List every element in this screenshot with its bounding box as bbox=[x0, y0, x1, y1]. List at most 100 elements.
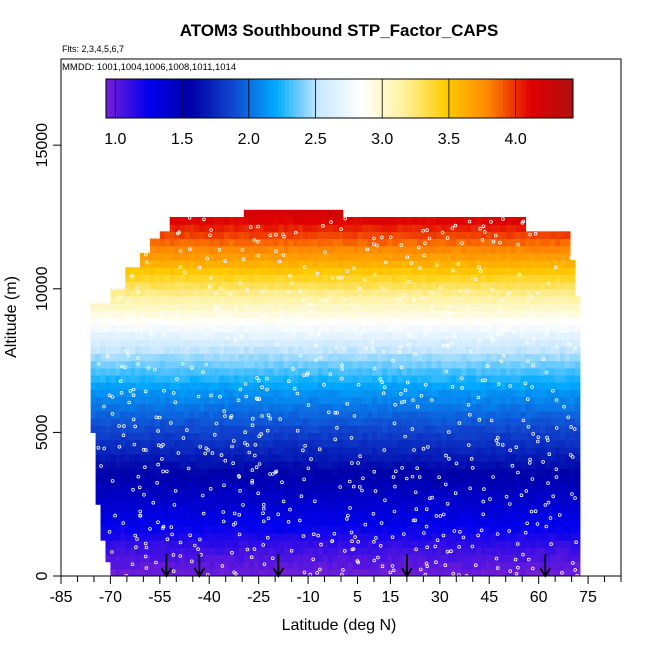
heatmap-cell bbox=[125, 518, 131, 527]
heatmap-cell bbox=[510, 468, 517, 477]
heatmap-cell bbox=[461, 561, 467, 570]
heatmap-cell bbox=[362, 396, 368, 405]
heatmap-cell bbox=[298, 461, 304, 469]
sample-point bbox=[356, 382, 361, 387]
heatmap-cell bbox=[337, 267, 344, 276]
sample-point bbox=[504, 494, 509, 499]
heatmap-cell bbox=[130, 554, 136, 563]
heatmap-cell bbox=[233, 511, 240, 520]
heatmap-cell bbox=[303, 339, 309, 347]
heatmap-cell bbox=[224, 231, 230, 240]
heatmap-cell bbox=[416, 425, 423, 433]
heatmap-cell bbox=[446, 511, 452, 520]
heatmap-cell bbox=[199, 410, 205, 419]
heatmap-cell bbox=[535, 425, 541, 433]
heatmap-cell bbox=[204, 389, 210, 398]
heatmap-cell bbox=[253, 367, 260, 376]
heatmap-cell bbox=[515, 525, 522, 534]
heatmap-cell bbox=[416, 317, 423, 326]
heatmap-cell bbox=[461, 482, 467, 491]
heatmap-cell bbox=[149, 561, 156, 570]
heatmap-cell bbox=[238, 303, 245, 311]
heatmap-cell bbox=[441, 382, 448, 390]
heatmap-cell bbox=[332, 274, 339, 283]
heatmap-cell bbox=[149, 568, 156, 576]
heatmap-cell bbox=[367, 425, 373, 433]
heatmap-cell bbox=[322, 360, 329, 369]
heatmap-cell bbox=[500, 267, 507, 276]
heatmap-cell bbox=[204, 547, 210, 556]
heatmap-cell bbox=[461, 360, 467, 369]
heatmap-cell bbox=[550, 267, 556, 276]
heatmap-cell bbox=[169, 245, 176, 254]
heatmap-cell bbox=[273, 532, 280, 541]
heatmap-cell bbox=[441, 468, 448, 477]
heatmap-cell bbox=[100, 324, 107, 333]
heatmap-cell bbox=[397, 446, 403, 455]
heatmap-cell bbox=[550, 288, 556, 297]
heatmap-cell bbox=[317, 367, 324, 376]
heatmap-cell bbox=[337, 389, 344, 398]
heatmap-cell bbox=[268, 403, 275, 412]
heatmap-cell bbox=[90, 353, 97, 362]
heatmap-cell bbox=[229, 425, 235, 433]
heatmap-cell bbox=[347, 346, 354, 354]
heatmap-cell bbox=[520, 540, 527, 548]
heatmap-cell bbox=[476, 547, 482, 556]
heatmap-cell bbox=[530, 339, 536, 347]
heatmap-cell bbox=[110, 346, 116, 354]
sample-point bbox=[232, 439, 236, 443]
heatmap-cell bbox=[199, 267, 205, 276]
heatmap-cell bbox=[164, 310, 171, 319]
heatmap-cell bbox=[105, 497, 112, 505]
heatmap-cell bbox=[169, 446, 176, 455]
heatmap-cell bbox=[110, 432, 116, 441]
heatmap-cell bbox=[555, 260, 561, 268]
heatmap-cell bbox=[189, 525, 196, 534]
heatmap-cell bbox=[362, 468, 368, 477]
heatmap-cell bbox=[466, 310, 472, 319]
heatmap-cell bbox=[441, 540, 448, 548]
heatmap-cell bbox=[164, 518, 171, 527]
flights-subtitle: Flts: 2,3,4,5,6,7 bbox=[62, 44, 124, 54]
heatmap-cell bbox=[471, 518, 477, 527]
heatmap-cell bbox=[535, 489, 541, 498]
heatmap-cell bbox=[283, 267, 289, 276]
heatmap-cell bbox=[283, 518, 289, 527]
heatmap-cell bbox=[565, 561, 571, 570]
heatmap-cell bbox=[308, 374, 314, 383]
heatmap-cell bbox=[145, 468, 151, 477]
heatmap-cell bbox=[545, 410, 551, 419]
heatmap-cell bbox=[342, 403, 349, 412]
heatmap-cell bbox=[565, 360, 571, 369]
heatmap-cell bbox=[159, 260, 166, 268]
heatmap-cell bbox=[115, 410, 121, 419]
heatmap-cell bbox=[184, 418, 191, 426]
heatmap-cell bbox=[406, 252, 413, 261]
heatmap-cell bbox=[317, 231, 324, 240]
heatmap-cell bbox=[372, 482, 378, 491]
heatmap-cell bbox=[263, 353, 270, 362]
heatmap-cell bbox=[105, 525, 112, 534]
heatmap-cell bbox=[456, 410, 462, 419]
heatmap-cell bbox=[466, 238, 472, 247]
heatmap-cell bbox=[540, 252, 546, 261]
heatmap-cell bbox=[115, 525, 121, 534]
heatmap-cell bbox=[293, 231, 299, 240]
heatmap-cell bbox=[149, 504, 156, 512]
heatmap-cell bbox=[169, 216, 176, 225]
heatmap-cell bbox=[179, 331, 186, 340]
heatmap-cell bbox=[278, 260, 284, 268]
heatmap-cell bbox=[189, 346, 196, 354]
heatmap-cell bbox=[362, 482, 368, 491]
heatmap-cell bbox=[387, 346, 393, 354]
heatmap-cell bbox=[140, 511, 146, 520]
heatmap-cell bbox=[382, 403, 388, 412]
heatmap-cell bbox=[461, 353, 467, 362]
heatmap-cell bbox=[485, 432, 492, 441]
heatmap-cell bbox=[332, 403, 339, 412]
heatmap-cell bbox=[387, 525, 393, 534]
heatmap-cell bbox=[268, 267, 275, 276]
heatmap-cell bbox=[550, 382, 556, 390]
heatmap-cell bbox=[204, 432, 210, 441]
